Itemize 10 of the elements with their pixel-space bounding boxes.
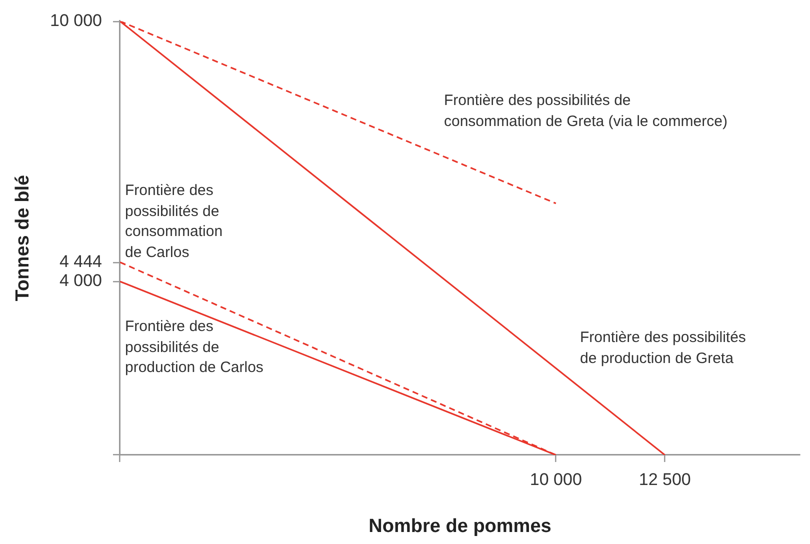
series-label: Frontière des possibilités de consommation de Carlos	[125, 181, 223, 262]
y-tick-label: 4 444	[59, 252, 102, 271]
series-label: Frontière des possibilités de production de Carlos	[125, 317, 264, 378]
x-axis-title: Nombre de pommes	[368, 516, 552, 537]
y-tick-label: 10 000	[50, 10, 102, 30]
series-label: Frontière des possibilités de consommation de Greta (via le commerce)	[444, 91, 728, 132]
series-label: Frontière des possibilités de production de Greta	[580, 328, 746, 368]
y-axis-title: Tonnes de blé	[12, 174, 34, 302]
y-tick-label: 4 000	[59, 271, 102, 290]
x-tick-label: 12 500	[638, 470, 691, 489]
